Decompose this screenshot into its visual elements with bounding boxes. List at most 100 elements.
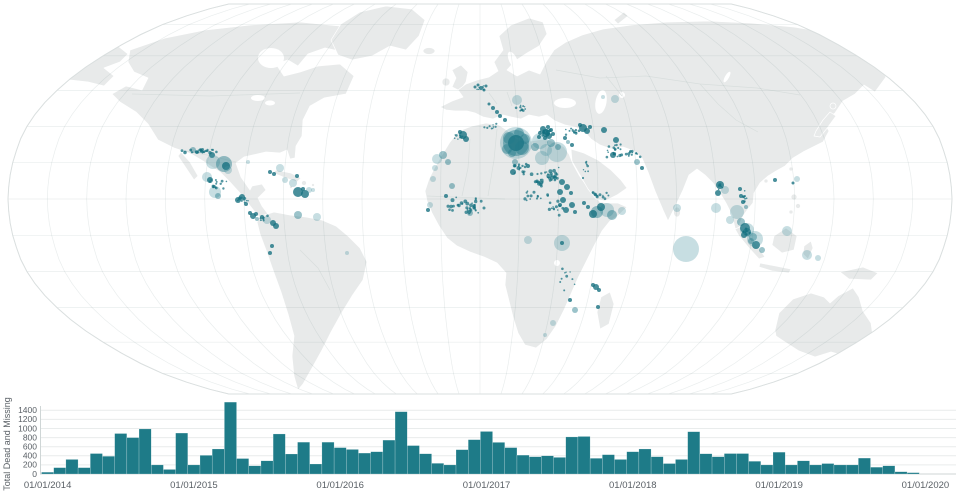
map-bubble-small[interactable] (210, 179, 213, 181)
timeline-bar[interactable] (260, 460, 274, 475)
map-bubble-small[interactable] (529, 198, 532, 200)
map-bubble-small[interactable] (523, 165, 527, 169)
map-bubble[interactable] (791, 181, 795, 185)
timeline-bar[interactable] (199, 455, 213, 475)
map-bubble-small[interactable] (183, 150, 187, 155)
map-bubble-small[interactable] (523, 106, 526, 108)
map-bubble[interactable] (546, 125, 550, 129)
map-bubble[interactable] (270, 244, 274, 248)
map-bubble-small[interactable] (514, 106, 518, 110)
timeline-bar[interactable] (309, 463, 323, 475)
map-bubble-small[interactable] (220, 179, 224, 183)
map-bubble-small[interactable] (457, 138, 459, 140)
map-bubble-small[interactable] (561, 206, 565, 210)
map-bubble[interactable] (578, 123, 582, 127)
map-bubble-small[interactable] (513, 172, 516, 175)
map-bubble-small[interactable] (557, 166, 560, 169)
timeline-bar[interactable] (809, 464, 822, 475)
map-bubble[interactable] (572, 307, 578, 313)
timeline-bar[interactable] (358, 452, 371, 475)
map-bubble-small[interactable] (615, 143, 618, 147)
map-bubble[interactable] (588, 125, 592, 129)
map-bubble-small[interactable] (199, 148, 203, 152)
map-bubble-small[interactable] (602, 194, 604, 197)
map-bubble-small[interactable] (570, 127, 573, 130)
map-bubble-small[interactable] (466, 209, 469, 212)
map-bubble[interactable] (601, 95, 605, 99)
map-bubble-small[interactable] (536, 172, 539, 176)
map-bubble-small[interactable] (539, 197, 542, 200)
map-bubble-small[interactable] (743, 195, 747, 198)
map-bubble-small[interactable] (630, 153, 633, 156)
map-bubble-small[interactable] (479, 199, 483, 203)
map-bubble-small[interactable] (607, 151, 609, 153)
map-bubble-small[interactable] (451, 209, 454, 212)
map-bubble[interactable] (535, 151, 549, 165)
map-bubble-small[interactable] (524, 162, 528, 166)
map-bubble[interactable] (276, 164, 284, 172)
timeline-bar[interactable] (772, 451, 786, 475)
map-bubble-small[interactable] (524, 108, 527, 110)
map-bubble-small[interactable] (546, 194, 549, 197)
map-bubble[interactable] (512, 159, 518, 165)
map-bubble-small[interactable] (494, 125, 497, 128)
map-bubble-small[interactable] (550, 207, 553, 210)
map-bubble[interactable] (508, 135, 524, 151)
timeline-bar[interactable] (516, 454, 530, 475)
map-bubble[interactable] (560, 241, 564, 245)
map-bubble-small[interactable] (573, 283, 576, 286)
map-bubble-small[interactable] (564, 133, 568, 136)
map-bubble-small[interactable] (214, 186, 217, 189)
map-bubble-small[interactable] (743, 190, 746, 192)
map-bubble[interactable] (445, 159, 451, 165)
map-bubble-small[interactable] (555, 173, 559, 176)
map-bubble[interactable] (547, 139, 555, 147)
map-bubble[interactable] (586, 205, 590, 209)
map-bubble[interactable] (254, 212, 258, 216)
map-bubble[interactable] (463, 136, 469, 142)
map-bubble-small[interactable] (565, 128, 567, 131)
map-bubble[interactable] (313, 213, 321, 221)
map-bubble-small[interactable] (455, 196, 458, 199)
map-bubble-small[interactable] (540, 181, 544, 185)
map-bubble-small[interactable] (259, 217, 262, 220)
timeline-bar[interactable] (285, 453, 298, 475)
map-bubble-small[interactable] (552, 208, 556, 211)
map-bubble[interactable] (547, 142, 567, 162)
map-bubble[interactable] (206, 155, 220, 169)
timeline-bar[interactable] (41, 471, 54, 475)
map-bubble-small[interactable] (587, 170, 589, 173)
timeline-bar[interactable] (845, 464, 859, 475)
map-bubble-small[interactable] (624, 152, 628, 156)
map-bubble-small[interactable] (745, 233, 748, 236)
map-bubble-small[interactable] (189, 148, 193, 152)
timeline-bar[interactable] (443, 464, 457, 475)
map-bubble-small[interactable] (483, 85, 485, 87)
map-bubble-small[interactable] (569, 271, 571, 273)
map-bubble-small[interactable] (454, 134, 456, 136)
map-bubble[interactable] (289, 179, 297, 187)
timeline-bar[interactable] (541, 455, 554, 475)
map-bubble-small[interactable] (544, 171, 547, 174)
map-bubble-small[interactable] (596, 194, 599, 197)
map-bubble-small[interactable] (238, 196, 241, 199)
timeline-bar[interactable] (724, 453, 737, 475)
map-bubble-small[interactable] (541, 134, 544, 137)
map-bubble[interactable] (479, 86, 483, 90)
map-bubble[interactable] (589, 210, 597, 218)
map-bubble[interactable] (597, 288, 601, 292)
map-bubble-small[interactable] (556, 199, 560, 203)
map-bubble-small[interactable] (519, 106, 522, 109)
map-bubble-small[interactable] (520, 108, 524, 111)
map-bubble[interactable] (531, 143, 539, 151)
map-bubble-small[interactable] (540, 172, 543, 175)
timeline-bar[interactable] (577, 436, 591, 475)
map-bubble-small[interactable] (457, 203, 461, 208)
map-bubble-small[interactable] (549, 175, 554, 180)
map-bubble-small[interactable] (259, 219, 262, 222)
map-bubble-small[interactable] (627, 154, 630, 157)
timeline-bar[interactable] (394, 411, 408, 475)
map-bubble-small[interactable] (568, 129, 571, 132)
map-bubble-small[interactable] (536, 194, 539, 197)
map-bubble-small[interactable] (521, 164, 524, 168)
